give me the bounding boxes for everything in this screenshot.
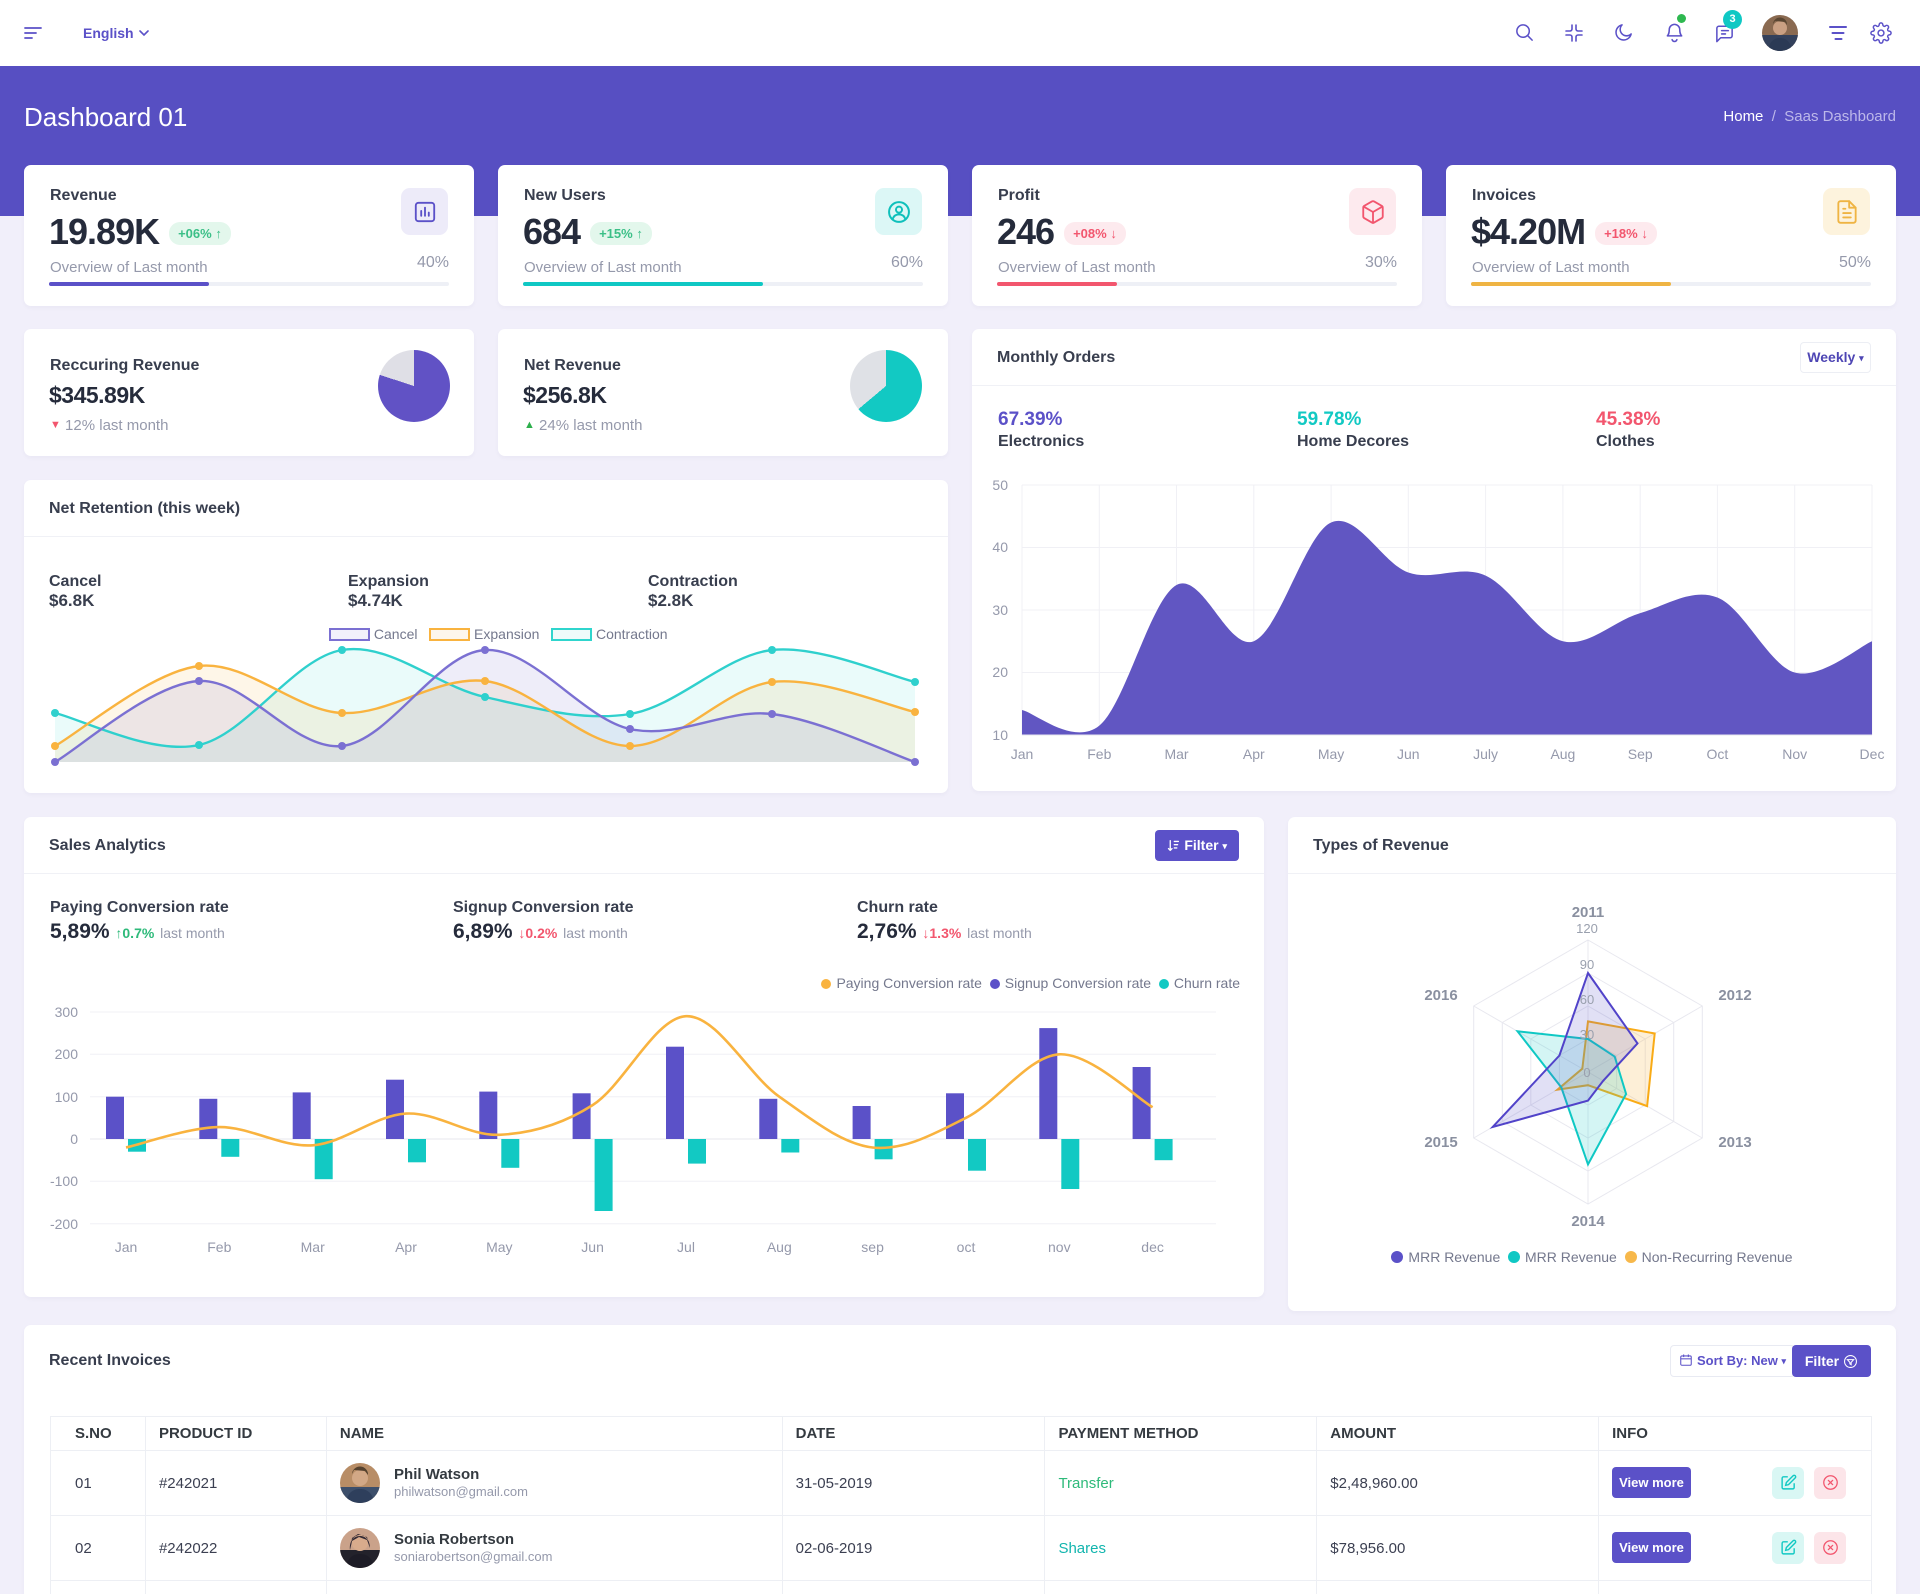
svg-text:0: 0: [70, 1131, 78, 1147]
svg-text:-100: -100: [50, 1173, 78, 1189]
svg-text:40: 40: [992, 539, 1008, 555]
svg-text:May: May: [1318, 746, 1344, 762]
svg-text:60: 60: [1580, 992, 1594, 1007]
svg-text:10: 10: [992, 727, 1008, 743]
svg-text:Jun: Jun: [1397, 746, 1420, 762]
svg-text:Aug: Aug: [1550, 746, 1575, 762]
svg-text:Oct: Oct: [1707, 746, 1729, 762]
svg-text:2014: 2014: [1571, 1213, 1605, 1230]
svg-text:Jun: Jun: [581, 1239, 604, 1255]
svg-text:120: 120: [1576, 921, 1598, 936]
svg-text:0: 0: [1583, 1065, 1590, 1080]
svg-text:Aug: Aug: [767, 1239, 792, 1255]
svg-text:Feb: Feb: [207, 1239, 231, 1255]
svg-text:Jan: Jan: [115, 1239, 138, 1255]
svg-text:Mar: Mar: [1164, 746, 1188, 762]
svg-text:20: 20: [992, 664, 1008, 680]
svg-text:Mar: Mar: [301, 1239, 325, 1255]
svg-text:2012: 2012: [1718, 987, 1751, 1004]
svg-text:Jul: Jul: [677, 1239, 695, 1255]
svg-text:2016: 2016: [1424, 987, 1457, 1004]
svg-text:Apr: Apr: [395, 1239, 417, 1255]
svg-text:oct: oct: [957, 1239, 976, 1255]
svg-text:dec: dec: [1141, 1239, 1164, 1255]
svg-text:Sep: Sep: [1628, 746, 1653, 762]
svg-text:Feb: Feb: [1087, 746, 1111, 762]
svg-text:Apr: Apr: [1243, 746, 1265, 762]
svg-text:90: 90: [1580, 957, 1594, 972]
svg-text:May: May: [486, 1239, 512, 1255]
svg-text:sep: sep: [861, 1239, 884, 1255]
svg-text:200: 200: [55, 1046, 79, 1062]
svg-text:-200: -200: [50, 1216, 78, 1232]
svg-text:Nov: Nov: [1782, 746, 1807, 762]
svg-text:July: July: [1473, 746, 1498, 762]
svg-text:300: 300: [55, 1004, 79, 1020]
svg-text:2011: 2011: [1572, 904, 1605, 921]
svg-text:2013: 2013: [1718, 1134, 1751, 1151]
svg-text:2015: 2015: [1424, 1134, 1457, 1151]
svg-text:50: 50: [992, 477, 1008, 493]
svg-text:100: 100: [55, 1089, 79, 1105]
svg-text:30: 30: [1580, 1027, 1594, 1042]
svg-text:30: 30: [992, 602, 1008, 618]
svg-text:Jan: Jan: [1011, 746, 1034, 762]
svg-text:nov: nov: [1048, 1239, 1071, 1255]
svg-text:Dec: Dec: [1860, 746, 1885, 762]
